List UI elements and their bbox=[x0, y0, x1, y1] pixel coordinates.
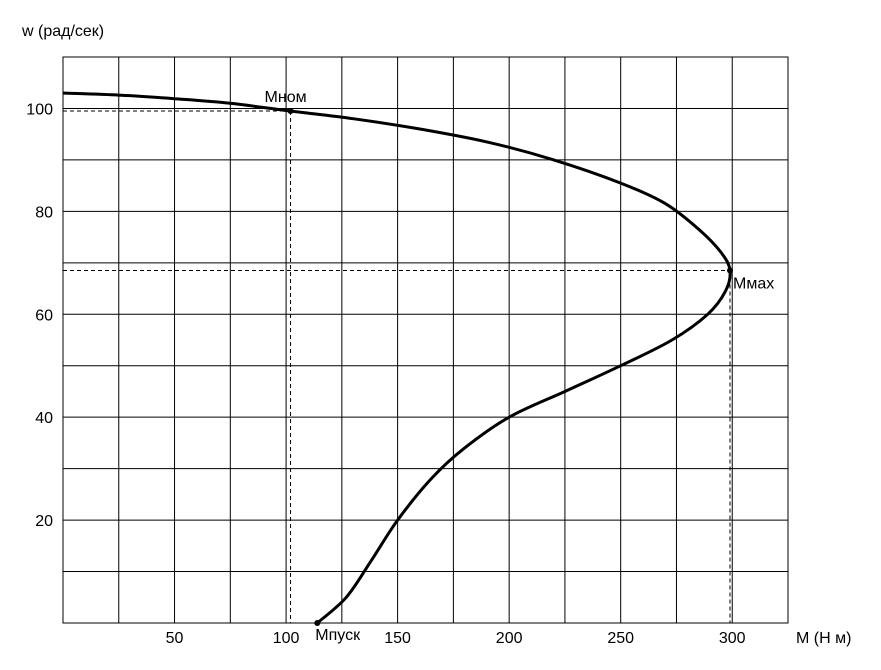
y-tick-label: 40 bbox=[35, 410, 53, 427]
x-tick-label: 150 bbox=[384, 630, 411, 647]
mechanical-characteristic-curve bbox=[62, 91, 732, 625]
plot-frame bbox=[62, 56, 789, 624]
x-tick-labels: 50 100 150 200 250 300 bbox=[166, 630, 746, 647]
y-tick-labels: 20 40 60 80 100 bbox=[26, 101, 53, 530]
marker-point bbox=[287, 108, 294, 115]
annotation-label: Мном bbox=[265, 89, 307, 106]
x-tick-label: 300 bbox=[719, 630, 746, 647]
y-axis-title: w (рад/сек) bbox=[21, 23, 104, 40]
x-axis-title: M (Н м) bbox=[796, 630, 851, 647]
marker-point bbox=[314, 620, 321, 626]
grid bbox=[63, 57, 788, 623]
y-tick-label: 100 bbox=[26, 101, 53, 118]
y-tick-label: 60 bbox=[35, 307, 53, 324]
marker-points bbox=[287, 108, 733, 626]
y-tick-label: 20 bbox=[35, 513, 53, 530]
x-tick-label: 200 bbox=[496, 630, 523, 647]
annotations: Мном Ммах Мпуск bbox=[265, 89, 775, 644]
marker-point bbox=[727, 267, 733, 274]
guide-lines bbox=[63, 110, 731, 623]
x-tick-label: 250 bbox=[607, 630, 634, 647]
annotation-label: Мпуск bbox=[315, 627, 361, 644]
annotation-label: Ммах bbox=[733, 276, 774, 293]
x-tick-label: 50 bbox=[166, 630, 184, 647]
y-tick-label: 80 bbox=[35, 204, 53, 221]
x-tick-label: 100 bbox=[273, 630, 300, 647]
